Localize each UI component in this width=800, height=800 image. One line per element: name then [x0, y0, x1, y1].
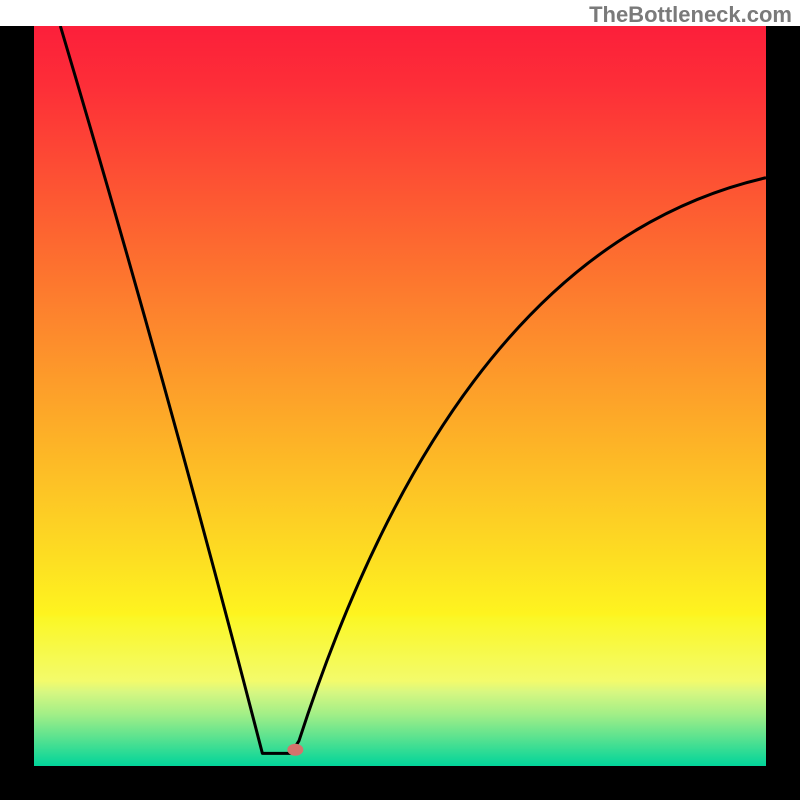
frame-right: [766, 26, 800, 800]
watermark-text: TheBottleneck.com: [589, 2, 792, 28]
chart-canvas: TheBottleneck.com: [0, 0, 800, 800]
frame-bottom: [0, 766, 800, 800]
bottleneck-curve: [34, 26, 766, 766]
minimum-marker: [287, 744, 303, 756]
frame-left: [0, 26, 34, 800]
